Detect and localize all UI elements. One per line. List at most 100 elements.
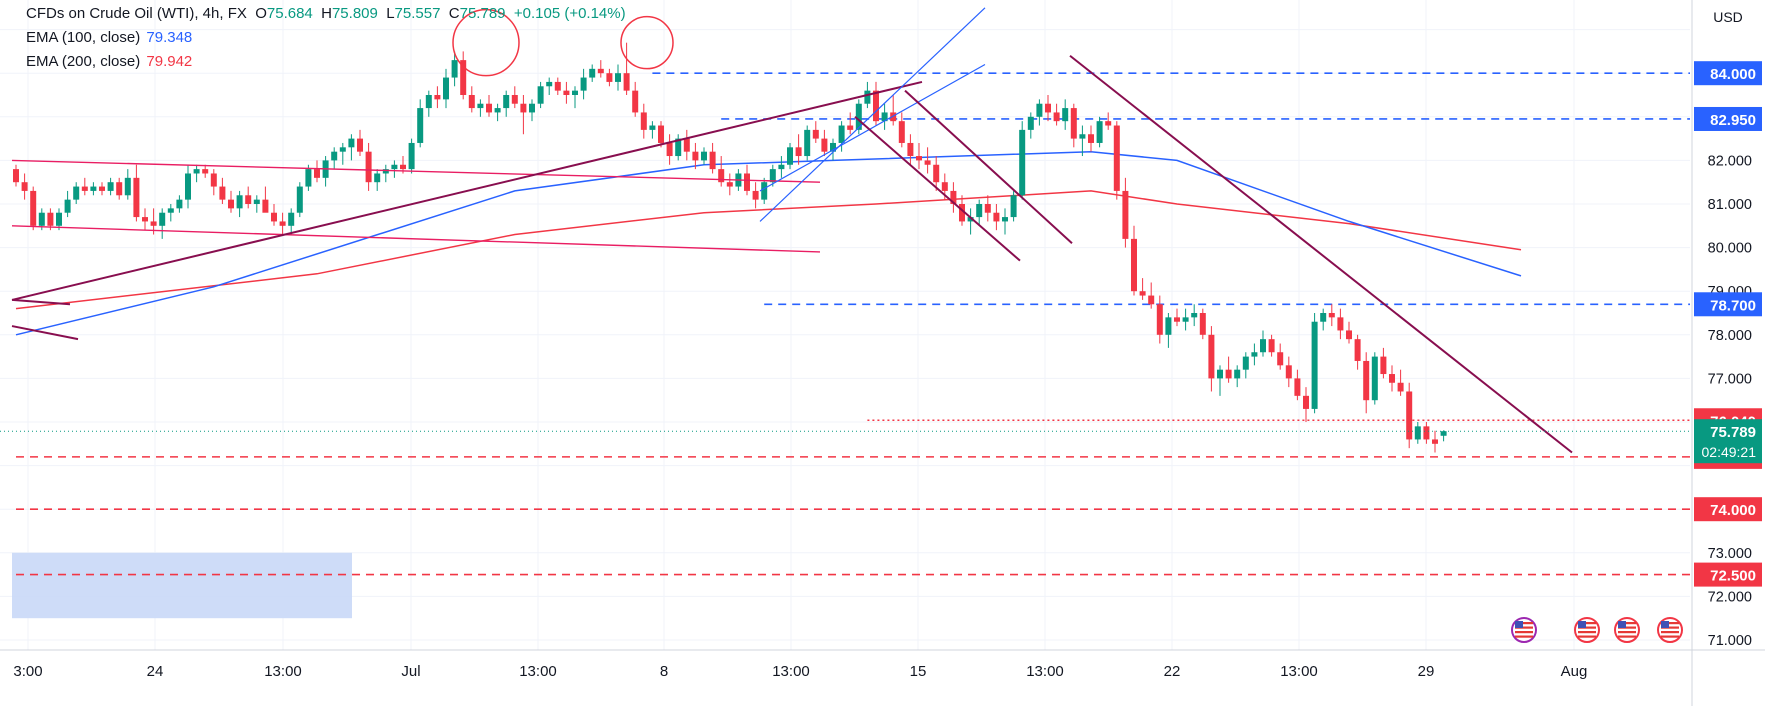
candle-body[interactable]	[778, 164, 785, 170]
rising-trendline[interactable]	[11, 80, 923, 301]
candle-body[interactable]	[245, 195, 252, 204]
falling-trendline[interactable]	[1069, 54, 1573, 454]
candle-body[interactable]	[99, 186, 105, 191]
candle-body[interactable]	[73, 186, 80, 200]
candle-body[interactable]	[744, 173, 750, 191]
pink-channel-upper[interactable]	[11, 159, 821, 183]
candle-body[interactable]	[692, 151, 699, 161]
candle-body[interactable]	[546, 81, 553, 87]
candle-body[interactable]	[769, 169, 776, 183]
candle-body[interactable]	[1019, 129, 1026, 196]
candle-body[interactable]	[907, 142, 914, 157]
candle-body[interactable]	[1234, 369, 1241, 379]
candle-body[interactable]	[959, 204, 965, 222]
candle-body[interactable]	[477, 103, 484, 109]
candle-body[interactable]	[898, 121, 905, 143]
candle-body[interactable]	[1303, 395, 1309, 409]
candle-body[interactable]	[967, 217, 974, 222]
candle-body[interactable]	[1148, 295, 1155, 305]
falling-channel-lower[interactable]	[904, 89, 1073, 244]
candle-body[interactable]	[357, 138, 363, 152]
candle-body[interactable]	[1010, 195, 1017, 218]
candle-body[interactable]	[1036, 103, 1043, 117]
candle-body[interactable]	[339, 147, 346, 152]
candle-body[interactable]	[159, 212, 166, 226]
candle-body[interactable]	[150, 221, 157, 226]
legend-ema100-row[interactable]: EMA (100, close) 79.348	[26, 26, 626, 50]
us-flag-event-icon[interactable]	[1574, 617, 1600, 643]
wedge-top[interactable]	[11, 298, 71, 306]
candle-body[interactable]	[1268, 339, 1275, 353]
price-badge[interactable]	[1694, 497, 1762, 522]
candle-body[interactable]	[296, 186, 303, 213]
candle-body[interactable]	[1070, 108, 1077, 139]
candle-body[interactable]	[1139, 291, 1146, 296]
candle-body[interactable]	[804, 129, 811, 157]
candle-body[interactable]	[1182, 317, 1189, 322]
candle-body[interactable]	[365, 151, 372, 183]
candle-body[interactable]	[709, 151, 716, 170]
candle-body[interactable]	[1397, 382, 1404, 392]
candle-body[interactable]	[933, 164, 940, 183]
candle-body[interactable]	[1217, 369, 1223, 379]
candle-body[interactable]	[615, 73, 621, 82]
candle-body[interactable]	[761, 182, 768, 200]
candle-body[interactable]	[1225, 369, 1232, 379]
candle-body[interactable]	[666, 142, 673, 157]
candle-body[interactable]	[1277, 352, 1284, 366]
candle-body[interactable]	[950, 190, 957, 204]
candle-body[interactable]	[864, 90, 871, 104]
candle-body[interactable]	[572, 90, 578, 95]
blue-channel-lower[interactable]	[759, 63, 986, 192]
candle-body[interactable]	[1363, 360, 1370, 401]
price-badge[interactable]	[1694, 61, 1762, 86]
candle-body[interactable]	[56, 212, 62, 226]
last-price-badge[interactable]	[1694, 419, 1762, 464]
candle-body[interactable]	[941, 182, 948, 191]
candle-body[interactable]	[425, 95, 432, 109]
candle-body[interactable]	[47, 212, 54, 226]
candle-body[interactable]	[468, 95, 475, 109]
candle-body[interactable]	[1311, 321, 1318, 409]
candle-body[interactable]	[210, 173, 217, 187]
candle-body[interactable]	[890, 112, 897, 122]
candle-body[interactable]	[718, 169, 725, 183]
candle-body[interactable]	[90, 186, 97, 191]
candle-body[interactable]	[1088, 134, 1094, 143]
candle-body[interactable]	[787, 147, 793, 165]
candle-body[interactable]	[374, 173, 381, 183]
candle-body[interactable]	[830, 142, 836, 152]
candle-body[interactable]	[219, 186, 226, 200]
candle-body[interactable]	[185, 173, 191, 200]
candle-body[interactable]	[400, 164, 406, 170]
candle-body[interactable]	[391, 164, 398, 170]
legend-ema200-row[interactable]: EMA (200, close) 79.942	[26, 50, 626, 74]
candle-body[interactable]	[1406, 391, 1413, 440]
candle-body[interactable]	[529, 103, 535, 113]
candle-body[interactable]	[228, 199, 234, 209]
candle-body[interactable]	[167, 208, 174, 213]
candle-body[interactable]	[812, 129, 819, 139]
candle-body[interactable]	[873, 90, 879, 122]
candle-body[interactable]	[271, 212, 277, 222]
candle-body[interactable]	[632, 90, 639, 113]
candle-body[interactable]	[107, 182, 114, 191]
candle-body[interactable]	[1354, 339, 1361, 361]
candle-body[interactable]	[1423, 426, 1430, 440]
us-flag-event-icon[interactable]	[1657, 617, 1683, 643]
candle-body[interactable]	[64, 199, 71, 213]
top-circle-2[interactable]	[620, 15, 674, 70]
candle-body[interactable]	[451, 60, 458, 78]
falling-channel-upper[interactable]	[854, 116, 1021, 262]
candle-body[interactable]	[38, 212, 45, 226]
candle-body[interactable]	[1002, 217, 1008, 222]
candle-body[interactable]	[1251, 352, 1258, 357]
candle-body[interactable]	[417, 108, 424, 143]
candle-body[interactable]	[1027, 116, 1034, 130]
candle-body[interactable]	[116, 182, 123, 196]
candle-body[interactable]	[13, 169, 19, 183]
candle-body[interactable]	[1432, 439, 1438, 444]
candle-body[interactable]	[683, 138, 690, 152]
wedge-bottom[interactable]	[11, 325, 79, 341]
